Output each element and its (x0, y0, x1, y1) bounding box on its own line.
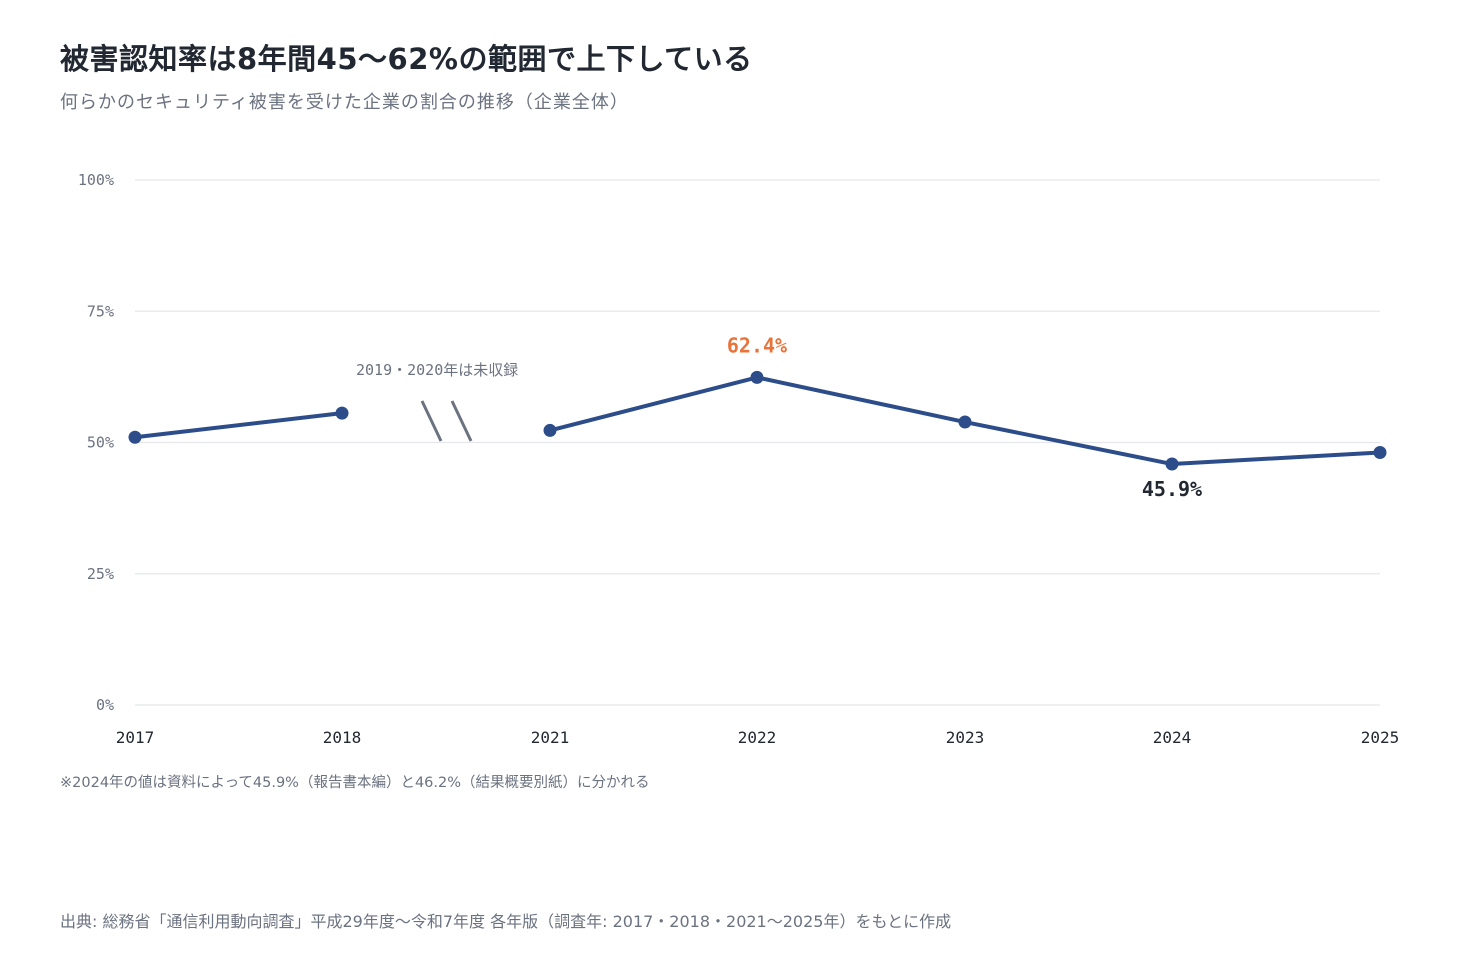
chart-title: 被害認知率は8年間45〜62%の範囲で上下している (60, 42, 753, 76)
y-tick-label: 75% (87, 302, 114, 320)
x-tick-label: 2018 (323, 728, 362, 747)
data-point (1165, 457, 1179, 471)
gap-break-mark (450, 400, 473, 442)
data-point (128, 430, 142, 444)
y-tick-label: 0% (96, 696, 114, 714)
source-credit: 出典: 総務省「通信利用動向調査」平成29年度〜令和7年度 各年版（調査年: 2… (60, 912, 952, 931)
data-point (750, 370, 764, 384)
chart-subtitle: 何らかのセキュリティ被害を受けた企業の割合の推移（企業全体） (60, 92, 629, 113)
data-point (1373, 445, 1387, 459)
footnote: ※2024年の値は資料によって45.9%（報告書本編）と46.2%（結果概要別紙… (60, 775, 650, 791)
x-tick-label: 2024 (1153, 728, 1192, 747)
y-tick-label: 50% (87, 434, 114, 452)
x-tick-label: 2025 (1361, 728, 1400, 747)
data-point (543, 423, 557, 437)
data-label: 62.4% (727, 333, 787, 357)
gap-annotation: 2019・2020年は未収録 (356, 361, 518, 379)
data-label: 45.9% (1142, 477, 1202, 501)
x-tick-label: 2021 (531, 728, 570, 747)
x-tick-label: 2017 (116, 728, 155, 747)
x-tick-label: 2022 (738, 728, 777, 747)
data-point (335, 406, 349, 420)
data-point (958, 415, 972, 429)
gap-break-mark (420, 400, 443, 442)
x-tick-label: 2023 (946, 728, 985, 747)
y-tick-label: 25% (87, 565, 114, 583)
y-tick-label: 100% (78, 171, 114, 189)
series-line-segment (133, 411, 344, 440)
